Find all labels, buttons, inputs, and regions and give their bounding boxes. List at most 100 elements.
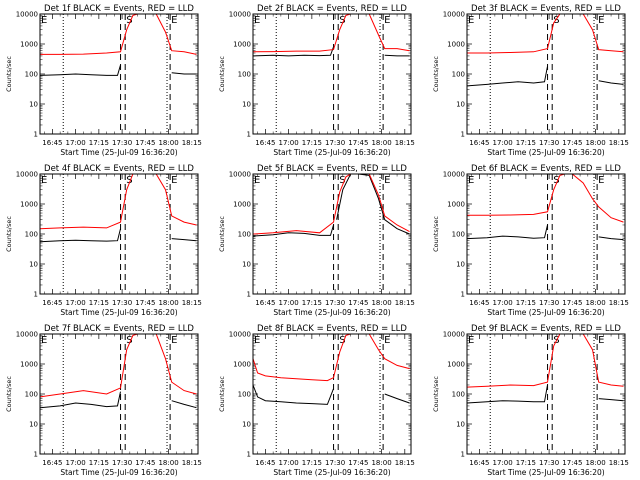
- y-tick-label: 1: [461, 451, 465, 459]
- marker-label: E: [384, 15, 390, 26]
- marker-label: S: [553, 175, 559, 186]
- x-tick-label: 18:15: [182, 299, 202, 307]
- x-axis-label: Start Time (25-Jul-09 16:36:20): [487, 468, 604, 477]
- x-tick-label: 18:00: [158, 459, 178, 467]
- y-tick-label: 100: [25, 391, 38, 399]
- y-tick-label: 1000: [20, 361, 38, 369]
- marker-label: S: [339, 175, 345, 186]
- y-tick-label: 10000: [443, 11, 465, 19]
- detector-panel: Det 5f BLACK = Events, RED = LLD Counts/s…: [218, 164, 415, 317]
- x-tick-label: 18:15: [182, 459, 202, 467]
- y-tick-label: 1: [247, 131, 251, 139]
- x-tick-label: 18:15: [609, 299, 629, 307]
- y-tick-label: 100: [452, 71, 465, 79]
- x-tick-label: 16:45: [469, 299, 489, 307]
- detector-panel: Det 8f BLACK = Events, RED = LLD Counts/s…: [218, 324, 415, 477]
- x-tick-label: 17:45: [348, 459, 368, 467]
- x-tick-label: 16:45: [42, 139, 62, 147]
- x-tick-label: 17:30: [539, 139, 559, 147]
- x-tick-label: 18:15: [609, 139, 629, 147]
- y-tick-label: 100: [238, 71, 251, 79]
- x-tick-label: 17:15: [89, 139, 109, 147]
- panel-title: Det 4f BLACK = Events, RED = LLD: [44, 164, 194, 174]
- detector-panel: Det 7f BLACK = Events, RED = LLD Counts/s…: [5, 324, 202, 477]
- x-tick-label: 17:30: [325, 139, 345, 147]
- y-tick-label: 10: [242, 421, 251, 429]
- marker-label: E: [41, 175, 47, 186]
- x-tick-label: 16:45: [255, 459, 275, 467]
- x-tick-label: 18:15: [395, 299, 415, 307]
- y-tick-label: 1: [34, 451, 38, 459]
- detector-panel: Det 3f BLACK = Events, RED = LLD Counts/s…: [432, 4, 629, 157]
- y-tick-label: 1000: [447, 361, 465, 369]
- lld-series-line: [253, 334, 410, 382]
- events-series-line: [171, 72, 197, 75]
- x-tick-label: 17:30: [112, 459, 132, 467]
- x-tick-label: 17:45: [562, 459, 582, 467]
- y-axis-label: Counts/sec: [432, 56, 440, 92]
- plot-frame: [39, 173, 199, 295]
- x-tick-label: 17:45: [348, 139, 368, 147]
- detector-panel: Det 2f BLACK = Events, RED = LLD Counts/s…: [218, 4, 415, 157]
- x-tick-label: 18:15: [395, 459, 415, 467]
- y-tick-label: 100: [25, 71, 38, 79]
- lld-series-line: [40, 14, 197, 55]
- x-tick-label: 17:00: [493, 459, 513, 467]
- marker-label: S: [553, 15, 559, 26]
- y-tick-label: 10: [242, 101, 251, 109]
- y-tick-label: 10000: [229, 331, 251, 339]
- marker-label: E: [41, 335, 47, 346]
- y-tick-label: 10: [242, 261, 251, 269]
- marker-label: E: [254, 15, 260, 26]
- y-tick-label: 10: [456, 101, 465, 109]
- plot-frame: [39, 333, 199, 455]
- panel-title: Det 9f BLACK = Events, RED = LLD: [471, 324, 621, 334]
- marker-label: S: [126, 15, 132, 26]
- y-tick-label: 10000: [16, 11, 38, 19]
- x-tick-label: 18:00: [585, 299, 605, 307]
- y-tick-label: 1000: [20, 41, 38, 49]
- x-tick-label: 17:00: [493, 299, 513, 307]
- marker-label: S: [126, 175, 132, 186]
- y-tick-label: 10: [29, 421, 38, 429]
- marker-label: E: [171, 335, 177, 346]
- y-tick-label: 1000: [233, 361, 251, 369]
- marker-label: E: [598, 335, 604, 346]
- events-series-line: [598, 398, 624, 402]
- y-axis-label: Counts/sec: [5, 56, 13, 92]
- x-tick-label: 18:00: [371, 459, 391, 467]
- x-tick-label: 17:00: [66, 459, 86, 467]
- marker-label: E: [254, 175, 260, 186]
- x-tick-label: 16:45: [469, 139, 489, 147]
- x-axis-label: Start Time (25-Jul-09 16:36:20): [487, 308, 604, 317]
- y-tick-label: 100: [452, 391, 465, 399]
- marker-label: E: [171, 15, 177, 26]
- plot-frame: [466, 173, 626, 295]
- x-tick-label: 16:45: [255, 299, 275, 307]
- y-tick-label: 10000: [16, 331, 38, 339]
- events-series-line: [253, 46, 334, 57]
- detector-panel: Det 1f BLACK = Events, RED = LLD Counts/s…: [5, 4, 202, 157]
- lld-series-line: [40, 174, 197, 230]
- x-tick-label: 17:30: [112, 139, 132, 147]
- y-axis-label: Counts/sec: [218, 376, 226, 412]
- detector-panel: Det 9f BLACK = Events, RED = LLD Counts/s…: [432, 324, 629, 477]
- x-tick-label: 17:15: [516, 299, 536, 307]
- y-tick-label: 1: [247, 451, 251, 459]
- lld-series-line: [253, 174, 410, 235]
- x-tick-label: 17:45: [135, 459, 155, 467]
- panel-title: Det 5f BLACK = Events, RED = LLD: [257, 164, 407, 174]
- y-tick-label: 10: [456, 421, 465, 429]
- x-tick-label: 16:45: [255, 139, 275, 147]
- plot-frame: [252, 13, 412, 135]
- x-tick-label: 17:00: [279, 139, 299, 147]
- plot-frame: [39, 13, 199, 135]
- y-tick-label: 1: [461, 291, 465, 299]
- events-series-line: [171, 238, 197, 242]
- x-tick-label: 17:15: [89, 459, 109, 467]
- x-tick-label: 18:15: [182, 139, 202, 147]
- panel-title: Det 8f BLACK = Events, RED = LLD: [257, 324, 407, 334]
- x-tick-label: 17:00: [493, 139, 513, 147]
- y-tick-label: 1000: [233, 41, 251, 49]
